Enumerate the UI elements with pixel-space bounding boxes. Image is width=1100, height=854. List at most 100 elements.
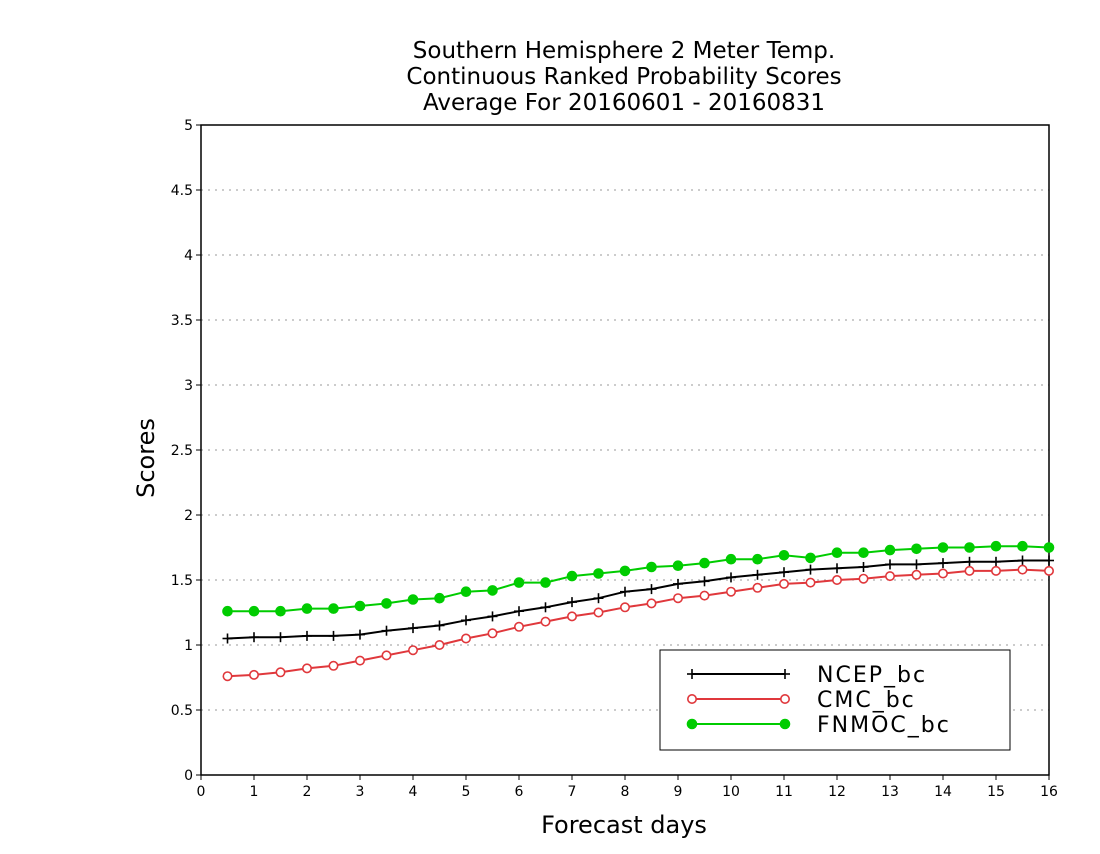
data-point <box>513 621 524 632</box>
data-point <box>937 568 948 579</box>
data-point <box>858 547 869 559</box>
legend-label: NCEP_bc <box>817 663 927 688</box>
x-tick-label: 9 <box>674 784 683 800</box>
data-point <box>778 550 790 561</box>
data-point <box>434 620 445 631</box>
data-point <box>937 542 949 553</box>
data-point <box>355 629 365 640</box>
data-point <box>672 560 684 572</box>
data-point <box>672 593 683 604</box>
data-point <box>858 562 869 572</box>
x-tick-label: 4 <box>409 784 418 800</box>
legend-item: CMC_bc <box>686 688 914 713</box>
data-point <box>911 559 922 570</box>
legend-marker <box>779 718 791 730</box>
data-point <box>407 645 418 656</box>
data-point <box>911 543 922 555</box>
y-tick-label: 5 <box>184 118 193 134</box>
data-point <box>540 602 551 613</box>
grid-lines <box>201 189 1049 711</box>
data-point <box>646 584 657 595</box>
data-point <box>275 632 286 643</box>
data-point <box>990 540 1002 552</box>
data-point <box>302 630 312 641</box>
data-point <box>275 605 286 617</box>
data-point <box>752 569 763 580</box>
x-tick-label: 7 <box>568 784 577 800</box>
data-point <box>593 568 604 579</box>
x-tick-label: 3 <box>356 784 365 800</box>
data-point <box>566 570 578 582</box>
chart-title: Southern Hemisphere 2 Meter Temp. Contin… <box>406 38 841 116</box>
data-point <box>461 615 471 626</box>
x-tick-label: 0 <box>197 784 206 800</box>
data-point <box>673 578 683 589</box>
data-point <box>566 611 577 622</box>
data-point <box>301 603 313 614</box>
data-point <box>593 607 604 618</box>
legend-marker <box>686 718 698 730</box>
data-point <box>249 632 259 643</box>
data-point <box>699 557 710 569</box>
y-tick-label: 3.5 <box>171 313 193 329</box>
x-axis-label: Forecast days <box>541 811 707 839</box>
data-point <box>884 571 895 582</box>
data-point <box>1044 565 1055 576</box>
data-point <box>779 567 789 578</box>
data-point <box>487 628 498 639</box>
y-tick-label: 2.5 <box>171 443 193 459</box>
x-tick-label: 16 <box>1040 784 1058 800</box>
x-tick-label: 10 <box>722 784 740 800</box>
x-tick-label: 8 <box>621 784 630 800</box>
x-tick-label: 2 <box>303 784 312 800</box>
data-point <box>832 563 842 574</box>
y-tick-label: 0.5 <box>171 703 193 719</box>
data-point <box>805 552 816 564</box>
data-point <box>884 544 896 556</box>
data-point <box>1017 555 1028 566</box>
data-point <box>514 606 524 617</box>
x-tick-label: 12 <box>828 784 846 800</box>
data-point <box>619 602 630 613</box>
data-point <box>513 577 525 588</box>
data-point <box>301 663 312 674</box>
data-point <box>1043 542 1055 553</box>
data-point <box>911 569 922 580</box>
data-point <box>964 556 975 567</box>
data-point <box>1017 564 1028 575</box>
data-point <box>381 650 392 661</box>
plot-frame <box>200 124 1050 776</box>
data-point <box>858 573 869 584</box>
chart-title-line-2: Continuous Ranked Probability Scores <box>406 64 841 90</box>
legend-label: FNMOC_bc <box>817 713 951 738</box>
y-tick-label: 4.5 <box>171 183 193 199</box>
data-point <box>381 625 392 636</box>
y-tick-label: 4 <box>184 248 193 264</box>
x-tick-label: 5 <box>462 784 471 800</box>
data-point <box>646 598 657 609</box>
data-point <box>725 553 737 565</box>
data-point <box>805 564 816 575</box>
chart-title-line-1: Southern Hemisphere 2 Meter Temp. <box>413 38 835 64</box>
data-point <box>249 669 260 680</box>
data-point <box>328 603 339 614</box>
data-point <box>487 585 498 596</box>
legend-marker <box>687 669 697 679</box>
data-point <box>460 586 472 598</box>
data-point <box>540 577 551 588</box>
data-point <box>725 586 736 597</box>
data-point <box>407 594 419 605</box>
data-point <box>567 597 577 608</box>
data-point <box>805 577 816 588</box>
data-point <box>1017 540 1028 552</box>
data-point <box>752 553 763 565</box>
y-tick-label: 0 <box>184 768 193 784</box>
data-point <box>964 565 975 576</box>
data-point <box>991 556 1001 567</box>
data-point <box>460 633 471 644</box>
data-point <box>885 559 895 570</box>
data-point <box>726 572 736 583</box>
legend-marker <box>686 693 697 704</box>
